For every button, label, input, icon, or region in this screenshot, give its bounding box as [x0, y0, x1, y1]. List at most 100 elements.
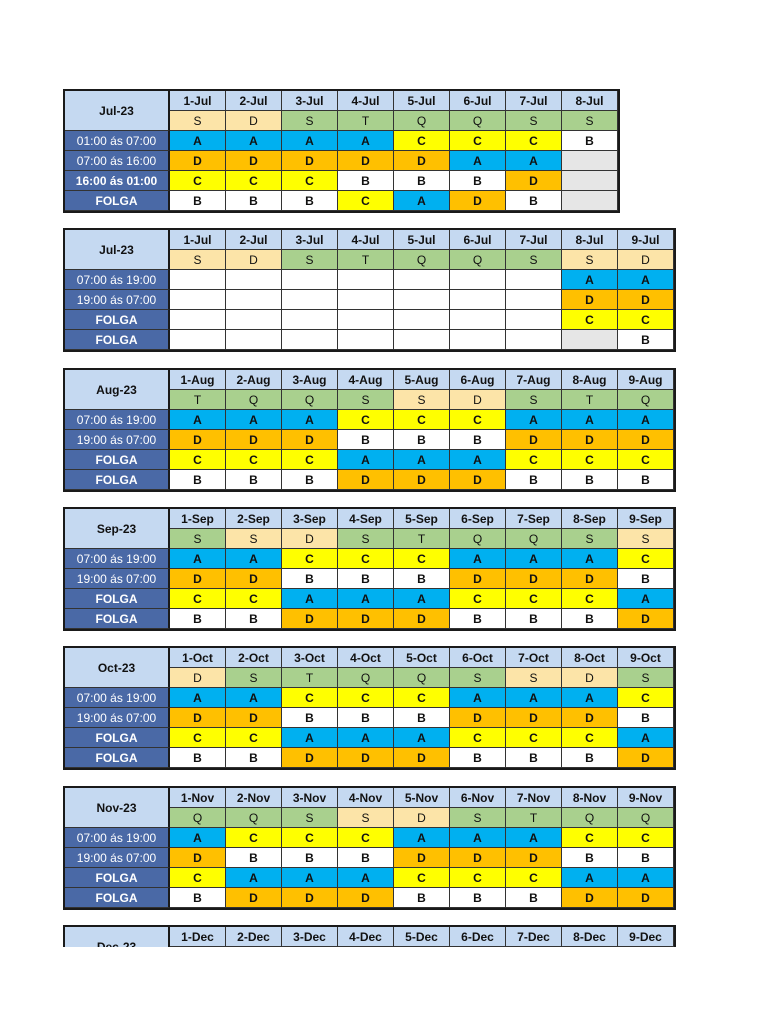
- weekday: D: [226, 250, 282, 270]
- shift-cell: B: [562, 848, 618, 868]
- shift-cell: B: [394, 888, 450, 908]
- shift-cell: [170, 310, 226, 330]
- shift-cell: [506, 290, 562, 310]
- shift-cell: B: [338, 848, 394, 868]
- shift-cell: D: [506, 848, 562, 868]
- row-label: FOLGA: [65, 191, 170, 211]
- shift-cell: C: [338, 688, 394, 708]
- shift-cell: C: [562, 310, 618, 330]
- shift-cell: B: [394, 171, 450, 191]
- weekday: S: [506, 668, 562, 688]
- shift-table: Nov-23 1-Nov 2-Nov 3-Nov 4-Nov 5-Nov 6-Nov 7-No…: [63, 786, 676, 910]
- weekday: Q: [282, 390, 338, 410]
- shift-cell: C: [562, 450, 618, 470]
- shift-cell: A: [506, 549, 562, 569]
- shift-cell: B: [506, 470, 562, 490]
- shift-cell: B: [562, 609, 618, 629]
- date-header: 8-Jul: [562, 91, 618, 111]
- shift-cell: [394, 290, 450, 310]
- shift-cell: C: [618, 549, 674, 569]
- date-header: 1-Jul: [170, 91, 226, 111]
- shift-cell: A: [394, 191, 450, 211]
- shift-cell: C: [506, 450, 562, 470]
- shift-cell: C: [170, 868, 226, 888]
- date-header: 4-Sep: [338, 509, 394, 529]
- shift-cell: D: [170, 151, 226, 171]
- date-header: 3-Jul: [282, 230, 338, 250]
- date-header: 5-Dec: [394, 927, 450, 947]
- date-header: 9-Jul: [618, 230, 674, 250]
- shift-cell: A: [506, 688, 562, 708]
- row-label: 16:00 ás 01:00: [65, 171, 170, 191]
- date-header: 2-Jul: [226, 91, 282, 111]
- shift-cell: D: [282, 609, 338, 629]
- weekday: S: [170, 529, 226, 549]
- shift-cell: [506, 330, 562, 350]
- shift-cell: C: [338, 828, 394, 848]
- row-label: FOLGA: [65, 609, 170, 629]
- weekday: D: [562, 668, 618, 688]
- date-header: 2-Sep: [226, 509, 282, 529]
- weekday: Q: [618, 808, 674, 828]
- weekday: S: [450, 808, 506, 828]
- shift-cell: A: [226, 688, 282, 708]
- shift-cell: [562, 151, 618, 171]
- weekday: S: [170, 250, 226, 270]
- shift-cell: B: [170, 888, 226, 908]
- shift-cell: D: [450, 191, 506, 211]
- shift-cell: C: [226, 450, 282, 470]
- shift-cell: D: [170, 430, 226, 450]
- shift-cell: D: [618, 609, 674, 629]
- shift-cell: A: [506, 410, 562, 430]
- shift-cell: C: [450, 131, 506, 151]
- shift-cell: B: [226, 748, 282, 768]
- shift-cell: [450, 290, 506, 310]
- date-header: 5-Jul: [394, 91, 450, 111]
- shift-cell: C: [618, 450, 674, 470]
- shift-cell: C: [170, 728, 226, 748]
- date-header: 7-Jul: [506, 230, 562, 250]
- shift-cell: B: [226, 191, 282, 211]
- shift-cell: D: [226, 569, 282, 589]
- shift-cell: A: [506, 828, 562, 848]
- shift-cell: C: [394, 410, 450, 430]
- weekday: Q: [450, 529, 506, 549]
- shift-cell: [506, 310, 562, 330]
- shift-cell: C: [338, 191, 394, 211]
- date-header: 2-Jul: [226, 230, 282, 250]
- weekday: D: [450, 390, 506, 410]
- shift-cell: D: [282, 888, 338, 908]
- weekday: S: [450, 668, 506, 688]
- shift-cell: C: [226, 828, 282, 848]
- shift-cell: B: [226, 609, 282, 629]
- shift-cell: A: [618, 728, 674, 748]
- weekday: Q: [226, 390, 282, 410]
- shift-cell: A: [394, 589, 450, 609]
- row-label: FOLGA: [65, 728, 170, 748]
- weekday: S: [226, 668, 282, 688]
- date-header: 1-Sep: [170, 509, 226, 529]
- date-header: 6-Jul: [450, 91, 506, 111]
- shift-cell: B: [282, 708, 338, 728]
- shift-cell: B: [450, 609, 506, 629]
- shift-cell: A: [170, 549, 226, 569]
- shift-cell: C: [618, 828, 674, 848]
- row-label: 19:00 ás 07:00: [65, 430, 170, 450]
- shift-cell: [506, 270, 562, 290]
- shift-cell: D: [282, 430, 338, 450]
- date-header: 7-Jul: [506, 91, 562, 111]
- date-header: 8-Aug: [562, 370, 618, 390]
- shift-cell: A: [562, 868, 618, 888]
- date-header: 7-Aug: [506, 370, 562, 390]
- shift-cell: [282, 330, 338, 350]
- shift-cell: D: [226, 708, 282, 728]
- row-label: 07:00 ás 16:00: [65, 151, 170, 171]
- shift-cell: [394, 330, 450, 350]
- date-header: 4-Aug: [338, 370, 394, 390]
- table-label: Sep-23: [65, 509, 170, 549]
- shift-cell: C: [338, 410, 394, 430]
- shift-cell: C: [562, 828, 618, 848]
- shift-cell: B: [338, 569, 394, 589]
- weekday: Q: [618, 390, 674, 410]
- weekday: T: [394, 529, 450, 549]
